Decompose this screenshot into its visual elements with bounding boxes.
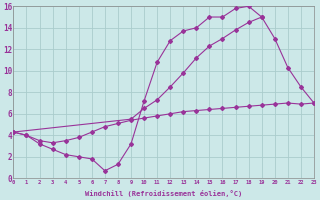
X-axis label: Windchill (Refroidissement éolien,°C): Windchill (Refroidissement éolien,°C) (85, 190, 242, 197)
